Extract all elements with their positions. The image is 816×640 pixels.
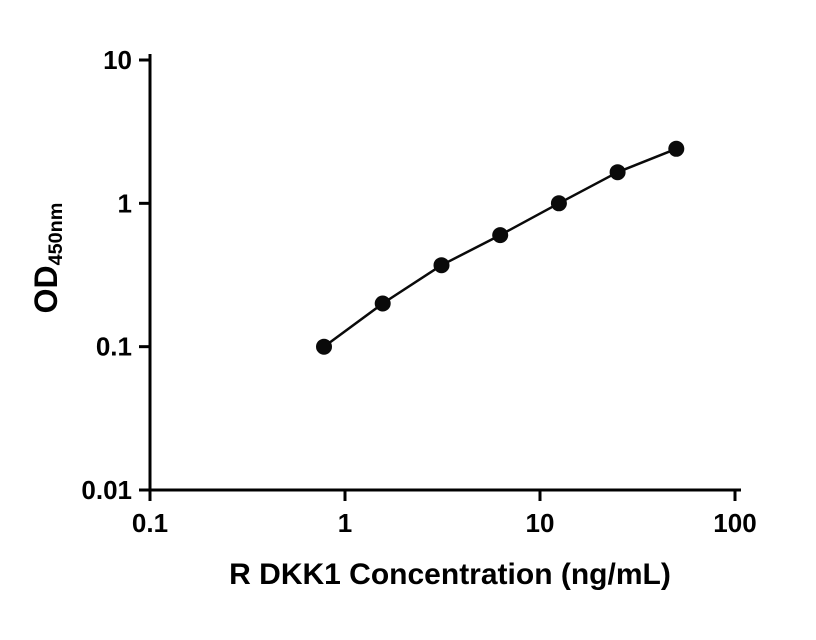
data-point <box>316 338 332 355</box>
data-point <box>374 295 391 312</box>
y-tick-label: 0.01 <box>81 475 132 505</box>
x-tick-label: 0.1 <box>132 508 168 538</box>
x-axis-label: R DKK1 Concentration (ng/mL) <box>229 558 671 591</box>
x-tick-label: 100 <box>713 508 756 538</box>
data-point <box>433 257 450 274</box>
data-point <box>609 164 626 181</box>
y-axis-label-main: OD <box>28 265 65 314</box>
y-tick-label: 0.1 <box>96 332 132 362</box>
data-point <box>668 140 685 157</box>
data-point <box>492 227 509 244</box>
y-tick-label: 10 <box>103 45 132 75</box>
y-axis-label: OD450nm <box>28 203 68 314</box>
x-tick-label: 1 <box>338 508 352 538</box>
y-axis-label-subscript: 450nm <box>44 202 67 266</box>
y-tick-label: 1 <box>118 188 132 218</box>
data-point <box>550 195 567 212</box>
series-line <box>323 147 677 348</box>
x-tick-label: 10 <box>526 508 555 538</box>
